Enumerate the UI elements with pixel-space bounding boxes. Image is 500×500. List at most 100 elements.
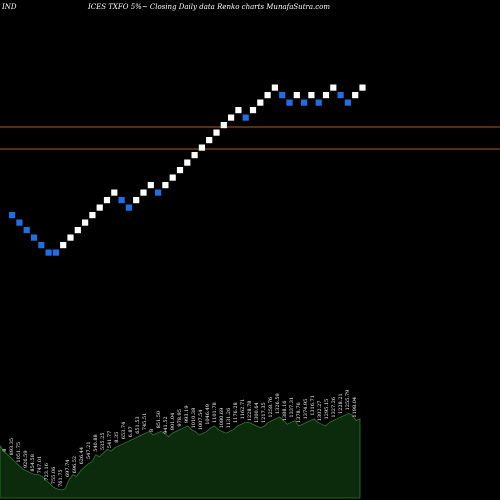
volume-label: 854.58 — [30, 454, 36, 472]
volume-label: 1295.15 — [324, 399, 330, 420]
renko-brick-up — [176, 167, 184, 174]
renko-brick-up — [213, 129, 220, 136]
volume-label: 1378.76 — [296, 402, 302, 423]
volume-label: 1327.26 — [331, 397, 337, 418]
volume-label: 1326.59 — [275, 393, 281, 414]
volume-label: 540.88 — [93, 434, 99, 452]
volume-label: 1046.49 — [205, 404, 211, 425]
volume-panel — [0, 412, 361, 499]
renko-brick-up — [162, 182, 169, 189]
renko-brick-down — [52, 249, 59, 256]
volume-label: 1010.38 — [191, 408, 197, 429]
renko-brick-up — [308, 92, 315, 99]
volume-label: 747.01 — [37, 456, 43, 474]
volume-area — [0, 412, 361, 499]
volume-label: 926.59 — [23, 451, 29, 469]
renko-brick-up — [191, 152, 198, 159]
renko-brick-down — [242, 114, 249, 121]
volume-label: 1258.76 — [268, 397, 274, 418]
renko-brick-up — [67, 234, 74, 241]
level-lines — [0, 126, 500, 150]
renko-brick-down — [16, 219, 23, 226]
renko-brick-up — [264, 92, 271, 99]
volume-label: 626.44 — [79, 447, 85, 465]
volume-label: 1198.04 — [352, 397, 358, 418]
renko-brick-up — [147, 182, 154, 189]
volume-label: 1080.69 — [219, 408, 225, 429]
renko-brick-up — [330, 84, 337, 91]
renko-brick-down — [30, 234, 38, 241]
volume-label: 1176.28 — [233, 402, 239, 423]
renko-brick-up — [103, 197, 111, 204]
renko-brick-up — [206, 137, 213, 144]
renko-brick-up — [293, 92, 300, 99]
volume-label: 651.53 — [135, 416, 141, 434]
volume-label: 1300.64 — [254, 402, 260, 423]
volume-label: 1337.31 — [289, 397, 295, 418]
renko-brick-up — [249, 107, 257, 114]
volume-label: 535.25 — [100, 433, 106, 451]
volume-label: 1051.75 — [16, 442, 22, 463]
renko-brick-up — [96, 204, 103, 211]
volume-label: 697.74 — [65, 460, 71, 478]
volume-label: 755.06 — [51, 467, 57, 485]
renko-brick-down — [9, 212, 16, 219]
renko-brick-up — [169, 174, 176, 181]
renko-brick-up — [271, 84, 278, 91]
volume-label: 723.16 — [44, 463, 50, 481]
renko-brick-down — [315, 99, 322, 106]
volume-label: 1388.16 — [282, 401, 288, 422]
volume-label: 653.74 — [121, 422, 127, 440]
volume-label: 851.50 — [156, 411, 162, 429]
renko-brick-up — [184, 159, 191, 166]
renko-brick-down — [23, 227, 30, 234]
renko-brick-down — [344, 99, 351, 106]
volume-label: 901.04 — [170, 413, 176, 431]
renko-brick-down — [337, 92, 344, 99]
renko-brick-down — [279, 92, 286, 99]
renko-brick-up — [235, 107, 242, 114]
volume-label: 1131.26 — [226, 408, 232, 429]
volume-label: 1162.71 — [240, 399, 246, 420]
volume-label: 993.19 — [184, 406, 190, 424]
volume-label: 1374.95 — [303, 399, 309, 420]
volume-label: 1228.21 — [338, 393, 344, 414]
volume-label: 1101.78 — [212, 402, 218, 423]
renko-brick-down — [155, 189, 162, 196]
volume-label: 696.52 — [72, 456, 78, 474]
volume-label: 8 — [149, 429, 155, 432]
renko-brick-up — [257, 99, 264, 106]
renko-brick-down — [125, 204, 132, 211]
renko-brick-up — [60, 242, 67, 249]
volume-label: 8 — [2, 449, 8, 452]
volume-label: 1255.79 — [345, 390, 351, 411]
renko-bricks — [9, 84, 366, 256]
volume-label: 1316.71 — [310, 395, 316, 416]
ticker-label: IND — [2, 3, 17, 11]
renko-brick-up — [198, 144, 205, 151]
renko-brick-up — [82, 219, 89, 226]
renko-brick-up — [74, 227, 81, 234]
renko-brick-down — [118, 197, 125, 204]
renko-brick-up — [220, 122, 227, 129]
volume-label: 541.77 — [107, 431, 113, 449]
renko-brick-up — [89, 212, 96, 219]
chart-title: ICES TXFO 5%~ Closing Daily data Renko c… — [88, 3, 331, 11]
renko-brick-up — [111, 189, 118, 196]
volume-labels: 8 893.35 1051.75 926.59 854.58 747.01 723.16 75… — [2, 390, 358, 487]
renko-brick-up — [140, 189, 147, 196]
renko-brick-down — [301, 99, 308, 106]
volume-label: 547.21 — [86, 442, 92, 460]
renko-brick-up — [359, 84, 366, 91]
volume-label: 978.95 — [177, 409, 183, 427]
volume-label: 893.35 — [9, 438, 15, 456]
renko-brick-down — [286, 99, 293, 106]
volume-label: 761.75 — [58, 469, 64, 487]
renko-brick-down — [38, 242, 45, 249]
renko-brick-up — [133, 197, 140, 204]
volume-label: 1228.78 — [247, 401, 253, 422]
volume-label: 6.87 — [128, 426, 134, 437]
renko-brick-up — [228, 114, 235, 121]
volume-label: 941.52 — [163, 416, 169, 434]
